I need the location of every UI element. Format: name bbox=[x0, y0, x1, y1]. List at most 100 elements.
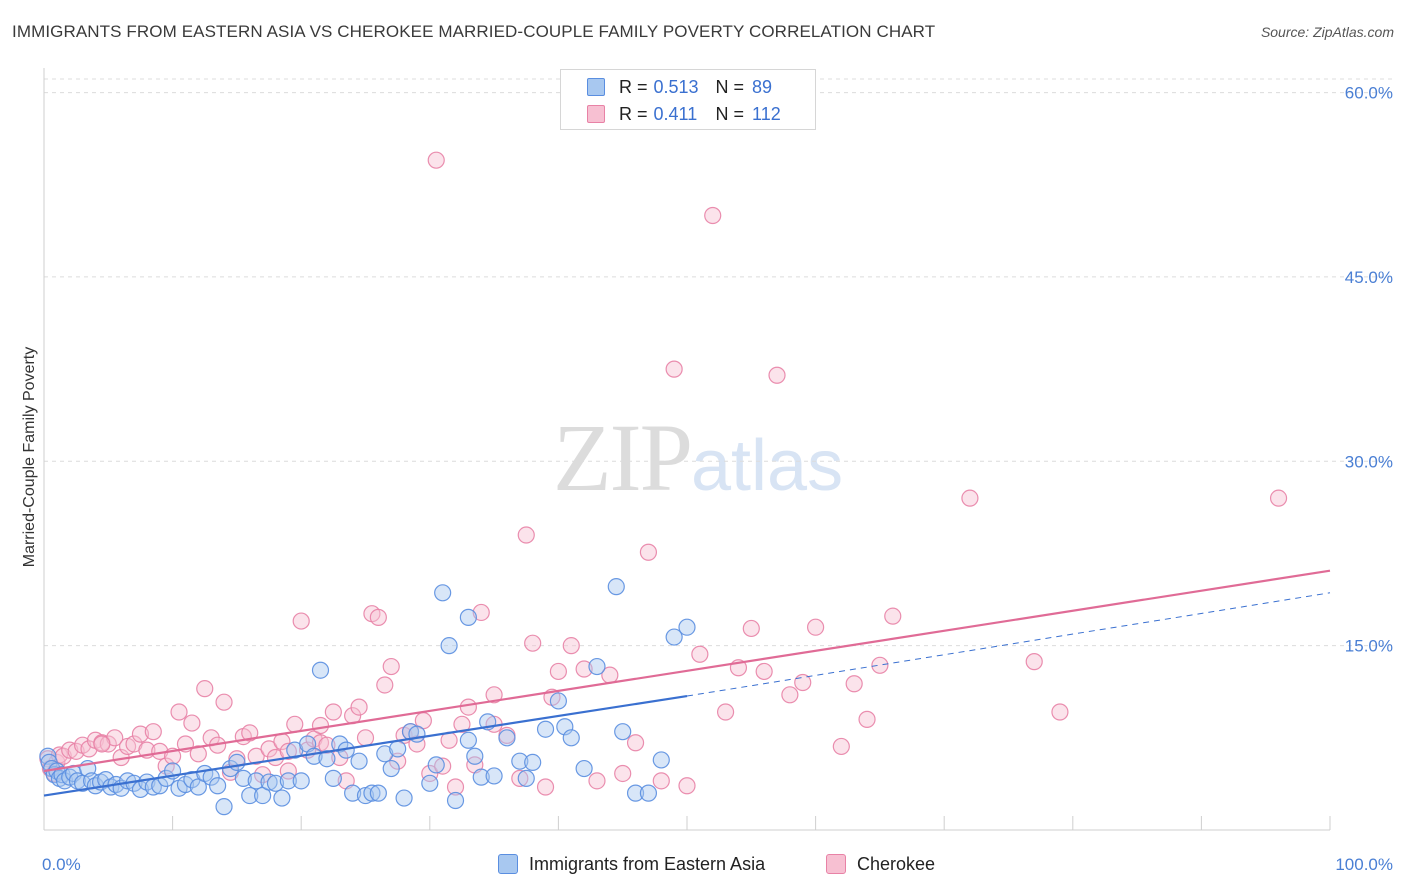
cherokee-point bbox=[1051, 703, 1069, 721]
cherokee-point bbox=[652, 772, 670, 790]
y-tick-label: 60.0% bbox=[1345, 84, 1393, 103]
eastern-asia-point bbox=[498, 729, 516, 747]
x-ticks bbox=[43, 816, 1331, 830]
eastern-asia-point bbox=[350, 752, 368, 770]
cherokee-point bbox=[678, 777, 696, 795]
eastern-asia-point bbox=[247, 772, 265, 790]
cherokee-point bbox=[1025, 653, 1043, 671]
eastern-asia-point bbox=[382, 759, 400, 778]
bottom-legend-label: Immigrants from Eastern Asia bbox=[529, 853, 766, 874]
watermark-zip: ZIP bbox=[553, 404, 693, 511]
legend-r-label: R = bbox=[619, 103, 648, 124]
cherokee-point bbox=[485, 686, 503, 704]
watermark: ZIPatlas bbox=[553, 402, 843, 513]
cherokee-point bbox=[453, 715, 471, 733]
cherokee-trend-line bbox=[43, 569, 1331, 773]
cherokee-point bbox=[260, 740, 278, 758]
cherokee-point bbox=[575, 660, 593, 678]
cherokee-point bbox=[350, 698, 368, 716]
legend-row-eastern-asia: R = 0.513 N = 89 bbox=[587, 75, 772, 99]
x-tick-label-min: 0.0% bbox=[42, 855, 81, 874]
eastern-asia-point bbox=[524, 753, 542, 772]
cherokee-point bbox=[524, 634, 542, 652]
eastern-asia-point bbox=[446, 791, 465, 810]
bottom-legend-swatch-pink bbox=[826, 854, 846, 874]
cherokee-point bbox=[639, 543, 658, 561]
eastern-asia-point bbox=[459, 731, 477, 749]
cherokee-point bbox=[67, 742, 85, 760]
correlation-legend: R = 0.513 N = 89 R = 0.411 N = 112 bbox=[560, 69, 816, 130]
legend-swatch-blue bbox=[587, 78, 605, 96]
eastern-asia-point bbox=[665, 628, 683, 646]
y-tick-label: 45.0% bbox=[1345, 268, 1393, 287]
cherokee-point bbox=[61, 741, 79, 759]
eastern-asia-point bbox=[562, 729, 580, 747]
cherokee-point bbox=[459, 698, 477, 716]
eastern-asia-point bbox=[292, 772, 310, 790]
cherokee-point bbox=[324, 703, 342, 721]
cherokee-point bbox=[279, 742, 297, 760]
y-tick-label: 15.0% bbox=[1345, 637, 1393, 656]
eastern-asia-trend-extension bbox=[686, 592, 1331, 697]
eastern-asia-point bbox=[511, 752, 529, 770]
eastern-asia-point bbox=[395, 789, 413, 807]
eastern-asia-point bbox=[421, 774, 439, 792]
cherokee-point bbox=[427, 151, 445, 169]
eastern-asia-point bbox=[678, 618, 696, 636]
legend-n-label: N = bbox=[715, 76, 745, 97]
eastern-asia-point bbox=[260, 773, 278, 791]
cherokee-point bbox=[691, 645, 709, 663]
cherokee-point bbox=[170, 703, 188, 721]
bottom-legend-cherokee: Cherokee bbox=[826, 852, 935, 876]
y-axis-label: Married-Couple Family Poverty bbox=[21, 347, 38, 568]
cherokee-point bbox=[588, 772, 606, 790]
eastern-asia-point bbox=[614, 723, 632, 741]
y-tick-label: 30.0% bbox=[1345, 452, 1393, 471]
eastern-asia-point bbox=[344, 784, 362, 802]
eastern-asia-point bbox=[273, 789, 291, 807]
cherokee-point bbox=[215, 693, 233, 711]
watermark-atlas: atlas bbox=[691, 426, 844, 506]
eastern-asia-point bbox=[472, 768, 490, 786]
eastern-asia-point bbox=[440, 637, 458, 655]
cherokee-point bbox=[536, 778, 555, 796]
cherokee-points bbox=[39, 151, 1288, 796]
legend-row-cherokee: R = 0.411 N = 112 bbox=[587, 102, 781, 126]
cherokee-point bbox=[562, 637, 580, 655]
cherokee-point bbox=[806, 618, 825, 636]
cherokee-point bbox=[247, 747, 265, 765]
cherokee-point bbox=[286, 715, 304, 733]
eastern-asia-point bbox=[228, 753, 246, 772]
eastern-asia-point bbox=[215, 798, 233, 816]
cherokee-point bbox=[832, 737, 850, 756]
eastern-asia-point bbox=[536, 720, 555, 738]
cherokee-point bbox=[858, 710, 876, 728]
eastern-asia-point bbox=[363, 784, 381, 802]
legend-n-value: 112 bbox=[752, 103, 781, 124]
eastern-asia-point bbox=[241, 786, 259, 805]
chart-title: IMMIGRANTS FROM EASTERN ASIA VS CHEROKEE… bbox=[12, 22, 936, 41]
eastern-asia-point bbox=[549, 692, 568, 710]
cherokee-point bbox=[626, 734, 645, 752]
cherokee-point bbox=[131, 725, 150, 743]
eastern-asia-point bbox=[266, 774, 285, 792]
eastern-asia-point bbox=[279, 772, 297, 790]
cherokee-point bbox=[768, 366, 786, 384]
cherokee-point bbox=[665, 360, 683, 378]
legend-n-value: 89 bbox=[752, 76, 773, 97]
cherokee-point bbox=[99, 735, 117, 753]
grid-lines bbox=[44, 78, 1393, 647]
eastern-asia-point bbox=[331, 735, 349, 753]
eastern-asia-point bbox=[626, 784, 645, 802]
cherokee-point bbox=[446, 778, 465, 796]
legend-r-value: 0.513 bbox=[653, 76, 699, 97]
cherokee-point bbox=[279, 762, 297, 780]
cherokee-point bbox=[716, 703, 735, 721]
cherokee-point bbox=[434, 757, 452, 775]
cherokee-point bbox=[614, 764, 632, 783]
eastern-asia-point bbox=[485, 767, 503, 785]
cherokee-point bbox=[884, 607, 902, 625]
eastern-asia-trend-line bbox=[43, 694, 688, 797]
cherokee-point bbox=[511, 769, 529, 787]
